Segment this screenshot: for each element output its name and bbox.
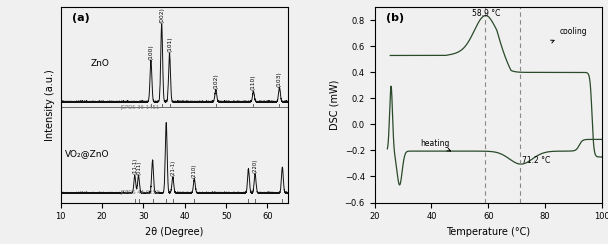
Y-axis label: DSC (mW): DSC (mW) bbox=[329, 80, 339, 130]
Text: (11-1): (11-1) bbox=[133, 158, 137, 174]
Text: (b): (b) bbox=[386, 13, 404, 23]
Text: (110): (110) bbox=[251, 75, 256, 91]
Text: (002): (002) bbox=[159, 7, 164, 22]
Text: JCPDS 44-0252: JCPDS 44-0252 bbox=[121, 190, 160, 195]
Text: VO₂@ZnO: VO₂@ZnO bbox=[65, 149, 110, 158]
X-axis label: 2θ (Degree): 2θ (Degree) bbox=[145, 227, 204, 237]
Text: ZnO: ZnO bbox=[91, 60, 109, 68]
Text: (011): (011) bbox=[136, 160, 141, 175]
Text: (220): (220) bbox=[252, 158, 258, 173]
Text: (102): (102) bbox=[213, 73, 218, 89]
Text: 71.2 °C: 71.2 °C bbox=[522, 156, 550, 165]
Text: (103): (103) bbox=[277, 71, 282, 87]
Text: (21-1): (21-1) bbox=[170, 160, 175, 176]
Text: heating: heating bbox=[420, 139, 451, 151]
Text: (101): (101) bbox=[167, 37, 172, 52]
Y-axis label: Intensity (a.u.): Intensity (a.u.) bbox=[45, 69, 55, 141]
X-axis label: Temperature (°C): Temperature (°C) bbox=[446, 227, 530, 237]
Text: cooling: cooling bbox=[551, 27, 588, 43]
Text: 58.9 °C: 58.9 °C bbox=[472, 9, 501, 18]
Text: (210): (210) bbox=[192, 163, 197, 178]
Text: (a): (a) bbox=[72, 13, 90, 23]
Text: JCPDS 36-1451: JCPDS 36-1451 bbox=[121, 104, 160, 110]
Text: (100): (100) bbox=[148, 44, 153, 60]
